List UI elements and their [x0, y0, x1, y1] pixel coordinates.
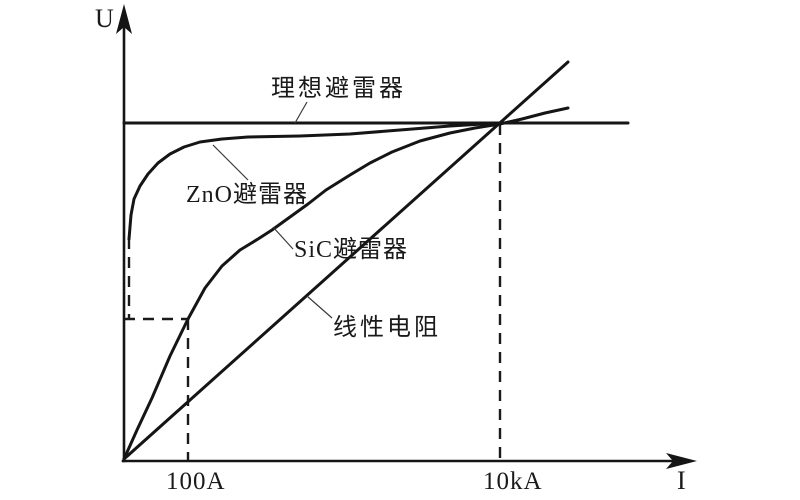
curve-label-linear-resistor: 线性电阻	[333, 315, 441, 341]
label-leader-lines-layer	[212, 101, 333, 319]
x-tick-100a: 100A	[166, 468, 226, 495]
y-axis-arrow-icon	[116, 4, 132, 34]
curves-layer	[122, 60, 630, 461]
curve-label-zno-arrester: ZnO避雷器	[186, 182, 308, 208]
x-axis-label: I	[677, 466, 686, 495]
curve-linear-resistor-line	[122, 60, 570, 461]
x-tick-10ka: 10kA	[483, 468, 543, 495]
leader-ideal	[294, 101, 308, 124]
curve-sic-arrester-curve	[122, 106, 570, 461]
leader-zno	[212, 144, 249, 181]
dashed-guides-layer	[124, 124, 502, 460]
leader-linear	[306, 295, 333, 319]
curve-label-ideal-arrester: 理想避雷器	[271, 76, 406, 102]
y-axis-label: U	[95, 4, 114, 33]
curve-zno-arrester-curve	[127, 121, 502, 241]
x-axis-arrow-icon	[666, 453, 697, 469]
curve-label-sic-arrester: SiC避雷器	[294, 237, 409, 263]
leader-sic	[272, 226, 294, 250]
